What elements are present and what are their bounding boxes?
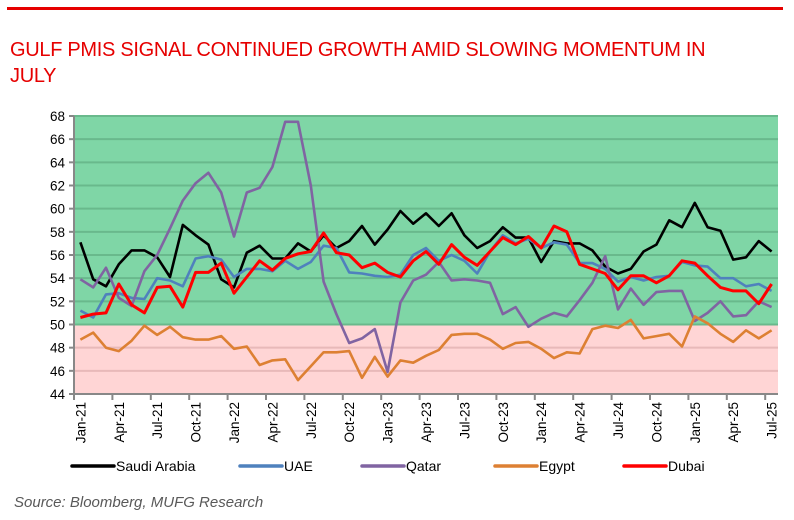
x-tick-label: Oct-24 bbox=[649, 402, 664, 443]
x-tick-label: Apr-25 bbox=[726, 402, 741, 443]
source-note: Source: Bloomberg, MUFG Research bbox=[14, 494, 264, 511]
x-tick-label: Apr-21 bbox=[112, 402, 127, 443]
x-tick-label: Jan-23 bbox=[381, 402, 396, 443]
series-line-uae bbox=[79, 234, 773, 319]
x-tick-label: Jul-24 bbox=[611, 402, 626, 439]
x-tick-label: Jan-22 bbox=[227, 402, 242, 443]
gridlines bbox=[74, 115, 778, 372]
y-tick-label: 66 bbox=[50, 132, 65, 147]
x-tick-label: Jul-23 bbox=[457, 402, 472, 439]
x-tick-label: Apr-22 bbox=[265, 402, 280, 443]
y-tick-label: 48 bbox=[50, 341, 65, 356]
legend-label-qatar: Qatar bbox=[406, 458, 441, 474]
y-tick-label: 64 bbox=[50, 155, 66, 170]
x-tick-label: Jul-22 bbox=[304, 402, 319, 439]
y-tick-label: 50 bbox=[50, 318, 65, 333]
x-tick-label: Jan-24 bbox=[534, 402, 549, 444]
y-tick-label: 54 bbox=[50, 271, 66, 286]
background-bands bbox=[74, 116, 778, 394]
series-line-saudi-arabia bbox=[79, 201, 773, 289]
series-line-egypt bbox=[79, 315, 773, 382]
x-tick-label: Apr-24 bbox=[573, 402, 588, 443]
legend-label-egypt: Egypt bbox=[539, 458, 575, 474]
x-tick-label: Jan-25 bbox=[688, 402, 703, 443]
x-tick-label: Jul-21 bbox=[150, 402, 165, 439]
x-tick-label: Jul-25 bbox=[765, 402, 780, 439]
legend-label-dubai: Dubai bbox=[668, 458, 705, 474]
legend: Saudi Arabia UAE Qatar Egypt Dubai bbox=[70, 458, 705, 474]
y-tick-label: 62 bbox=[50, 179, 65, 194]
y-tick-label: 58 bbox=[50, 225, 65, 240]
x-tick-label: Oct-21 bbox=[189, 402, 204, 443]
y-tick-label: 56 bbox=[50, 248, 65, 263]
expansion-zone-band bbox=[74, 116, 778, 325]
y-tick-label: 52 bbox=[50, 294, 65, 309]
series-line-qatar bbox=[79, 120, 773, 374]
legend-label-saudi-arabia: Saudi Arabia bbox=[116, 458, 196, 474]
x-tick-label: Oct-22 bbox=[342, 402, 357, 443]
legend-label-uae: UAE bbox=[284, 458, 313, 474]
y-axis-ticks: 44 46 48 50 52 54 56 58 60 62 64 66 68 bbox=[50, 109, 74, 402]
y-tick-label: 68 bbox=[50, 109, 65, 124]
x-tick-label: Oct-23 bbox=[496, 402, 511, 443]
series-lines bbox=[79, 120, 773, 382]
x-tick-label: Jan-21 bbox=[73, 402, 88, 443]
y-tick-label: 46 bbox=[50, 364, 65, 379]
y-tick-label: 44 bbox=[50, 387, 66, 402]
y-tick-label: 60 bbox=[50, 202, 65, 217]
series-line-dubai bbox=[80, 224, 773, 319]
x-tick-label: Apr-23 bbox=[419, 402, 434, 443]
top-rule bbox=[7, 7, 783, 10]
x-axis-ticks: Jan-21 Apr-21 Jul-21 Oct-21 Jan-22 Apr-22 Jul-… bbox=[73, 394, 780, 444]
chart-title: GULF PMIS SIGNAL CONTINUED GROWTH AMID S… bbox=[10, 39, 706, 87]
